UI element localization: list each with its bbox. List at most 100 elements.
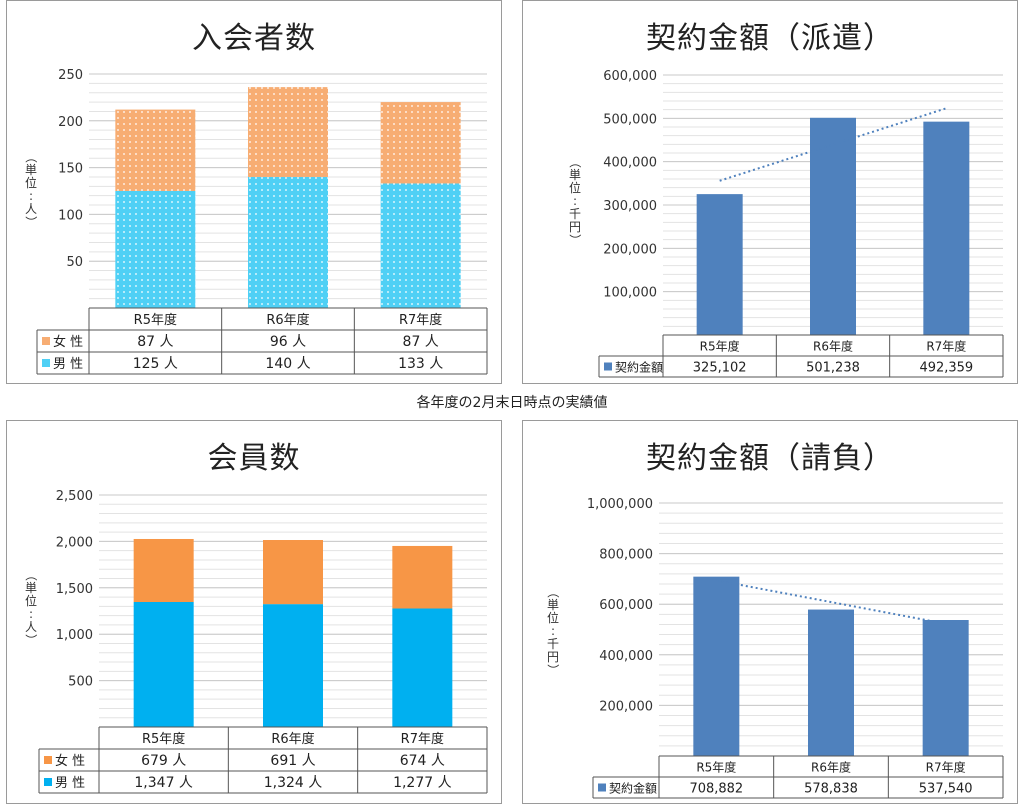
x-category-label: R7年度 — [926, 339, 966, 354]
data-table-value: 1,277 人 — [393, 775, 452, 791]
y-axis-label-char: : — [29, 189, 33, 203]
y-tick-label: 300,000 — [603, 199, 657, 214]
bar — [380, 102, 461, 184]
legend-label: 契約金額 — [615, 360, 663, 375]
chart-plot-contract-dispatch: 100,000 200,000 300,000 400,000 500,000 600,0… — [568, 69, 1004, 378]
y-tick-label: 600,000 — [599, 598, 653, 613]
bar — [133, 538, 194, 602]
data-table-value: 578,838 — [804, 782, 858, 797]
y-axis-label-char: 位 — [25, 593, 37, 608]
legend-label: 男 性 — [55, 776, 85, 791]
x-category-label: R7年度 — [399, 312, 442, 328]
y-tick-label: 100,000 — [603, 286, 657, 301]
y-axis-label-char: 円 — [547, 650, 559, 664]
x-category-label: R5年度 — [142, 731, 185, 747]
legend-key — [44, 778, 52, 786]
y-tick-label: 400,000 — [599, 649, 653, 664]
bar — [923, 121, 970, 335]
data-table-value: 501,238 — [806, 361, 860, 376]
y-axis-label-char: 単 — [569, 168, 581, 182]
bar — [248, 176, 328, 308]
chart-title: 入会者数 — [192, 21, 316, 56]
legend-label: 男 性 — [53, 357, 83, 372]
y-tick-label: 600,000 — [603, 69, 657, 84]
y-axis-label-char: 千 — [547, 637, 559, 651]
footnote: 各年度の2月末日時点の実績値 — [416, 395, 608, 411]
data-table-value: 87 人 — [137, 334, 173, 350]
y-tick-label: 50 — [66, 255, 83, 270]
bar — [115, 109, 196, 191]
legend-label: 女 性 — [53, 334, 83, 350]
data-table-value: 708,882 — [689, 782, 743, 797]
y-tick-label: 2,500 — [56, 489, 93, 504]
y-axis-label-char: : — [573, 194, 577, 208]
y-axis-label-char: ） — [24, 634, 38, 646]
y-tick-label: 200 — [58, 115, 83, 130]
chart-panel-members-total: 会員数 500 1,000 1,500 2,000 2,500 （単位: 人） R5年度 R6年… — [6, 420, 502, 804]
data-table-value: 691 人 — [270, 753, 315, 769]
bar — [810, 117, 856, 335]
data-table-value: 87 人 — [403, 334, 439, 350]
bar — [922, 620, 969, 756]
y-axis-label-char: ） — [24, 216, 38, 228]
y-tick-label: 1,500 — [56, 582, 93, 597]
legend-key — [604, 362, 612, 371]
y-axis-label-char: ） — [546, 664, 560, 676]
bar — [696, 194, 743, 335]
data-table-value: 537,540 — [919, 782, 973, 797]
bar — [380, 183, 461, 308]
x-category-label: R6年度 — [811, 760, 851, 775]
legend-label: 契約金額 — [609, 781, 657, 796]
x-category-label: R6年度 — [266, 312, 309, 328]
bar — [263, 604, 323, 727]
y-tick-label: 500,000 — [603, 112, 657, 127]
x-category-label: R7年度 — [401, 731, 444, 747]
legend-key — [44, 756, 52, 764]
y-axis-label-char: 位 — [569, 180, 581, 195]
y-axis-label-char: 円 — [569, 220, 581, 234]
y-axis-label-char: 位 — [25, 175, 37, 190]
x-category-label: R7年度 — [926, 760, 966, 775]
bar — [248, 87, 328, 177]
chart-panel-members-joined: 入会者数 50 100 150 200 250 （単位: 人） R5年度 R6年度 R7年度女 性… — [6, 0, 502, 384]
x-category-label: R6年度 — [271, 731, 314, 747]
y-axis-label-char: 人 — [25, 202, 37, 216]
y-axis-label-char: 千 — [569, 207, 581, 221]
y-tick-label: 200,000 — [603, 242, 657, 257]
y-tick-label: 1,000 — [56, 628, 93, 643]
y-axis-label-char: : — [29, 607, 33, 621]
data-table-value: 1,347 人 — [134, 775, 193, 791]
data-table-value: 1,324 人 — [264, 775, 323, 791]
y-tick-label: 400,000 — [603, 156, 657, 171]
bar — [693, 576, 740, 756]
legend-key — [598, 783, 606, 792]
bar — [263, 540, 323, 605]
y-tick-label: 1,000,000 — [587, 497, 653, 512]
legend-key — [42, 337, 50, 345]
x-category-label: R6年度 — [813, 339, 853, 354]
y-axis-label-char: 単 — [25, 163, 37, 177]
y-axis-label-char: （ — [568, 156, 582, 168]
data-table-value: 125 人 — [133, 356, 178, 372]
y-tick-label: 100 — [58, 208, 83, 223]
chart-panel-contract-dispatch: 契約金額（派遣） 100,000 200,000 300,000 400,000 500… — [522, 0, 1018, 384]
y-tick-label: 2,000 — [56, 535, 93, 550]
y-tick-label: 200,000 — [599, 699, 653, 714]
x-category-label: R5年度 — [700, 339, 740, 354]
legend-label: 女 性 — [55, 753, 85, 769]
y-axis-label-char: （ — [24, 569, 38, 581]
legend-key — [42, 359, 50, 367]
y-tick-label: 500 — [68, 675, 93, 690]
y-tick-label: 800,000 — [599, 548, 653, 563]
data-table-value: 674 人 — [400, 753, 445, 769]
data-table-value: 679 人 — [141, 753, 186, 769]
chart-title: 会員数 — [207, 441, 301, 476]
data-table-value: 140 人 — [265, 356, 310, 372]
y-axis-label-char: 単 — [547, 598, 559, 612]
data-table-value: 133 人 — [398, 356, 443, 372]
data-table-value: 325,102 — [693, 361, 747, 376]
bar — [392, 545, 453, 609]
bar — [392, 608, 453, 727]
y-axis-label-char: : — [551, 624, 555, 638]
